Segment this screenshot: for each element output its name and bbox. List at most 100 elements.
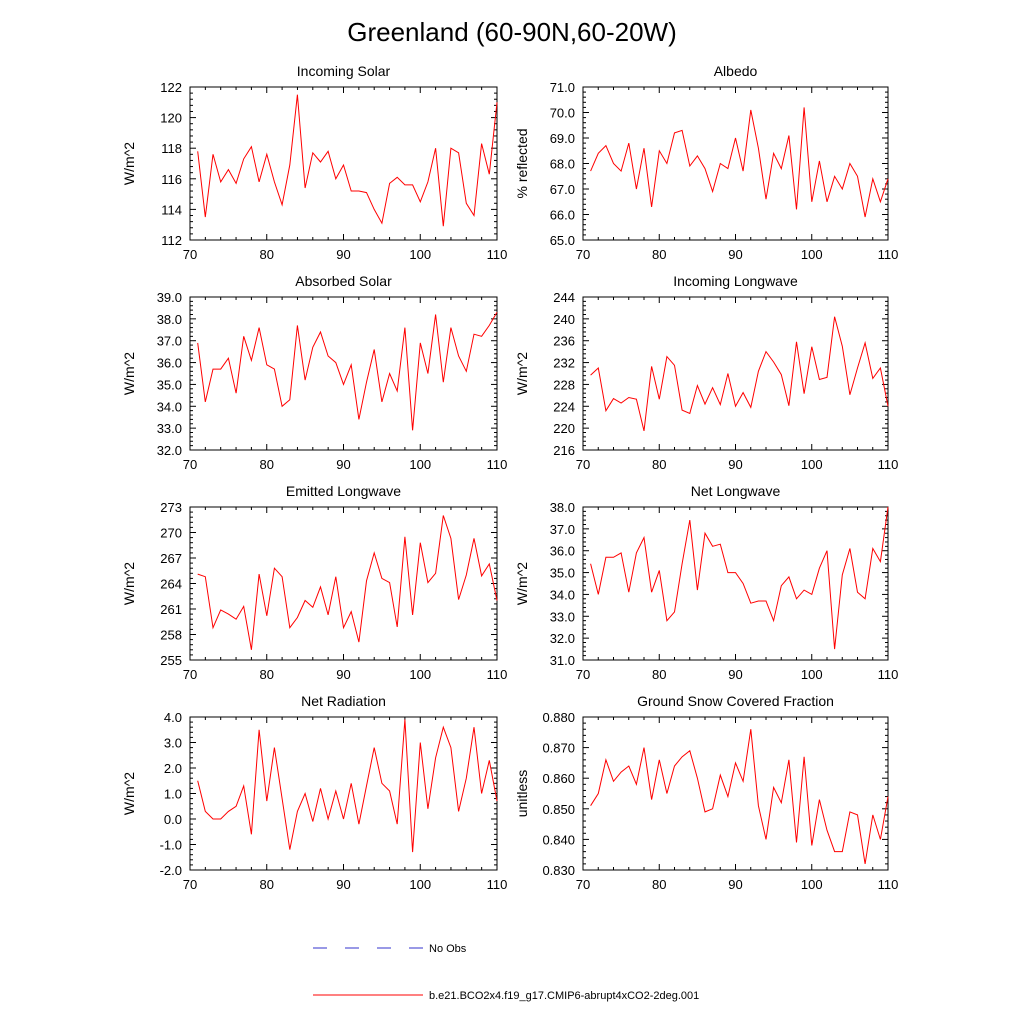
x-tick-label: 80 — [652, 877, 666, 892]
x-tick-label: 90 — [336, 877, 350, 892]
plot-frame — [582, 716, 889, 871]
legend: No Obs b.e21.BCO2x4.f19_g17.CMIP6-abrupt… — [313, 943, 699, 1002]
legend-label-no-obs: No Obs — [429, 943, 467, 955]
panel-4: 70 80 90 100 110 255 258 261 264 267 270 273 Emitted… — [121, 483, 507, 682]
y-tick-label: 240 — [553, 312, 575, 327]
y-axis-label: unitless — [514, 770, 530, 817]
x-tick-label: 70 — [183, 457, 197, 472]
x-tick-label: 90 — [336, 247, 350, 262]
panels: 70 80 90 100 110 112 114 116 118 120 122 Incoming S… — [121, 63, 898, 892]
y-tick-label: 0.880 — [542, 710, 575, 725]
y-axis-label: W/m^2 — [514, 562, 530, 605]
y-tick-label: 70.0 — [550, 106, 575, 121]
x-tick-label: 70 — [576, 247, 590, 262]
y-tick-label: 261 — [160, 602, 182, 617]
panel-0: 70 80 90 100 110 112 114 116 118 120 122 Incoming S… — [121, 63, 507, 262]
x-tick-label: 110 — [878, 667, 899, 682]
y-tick-label: 2.0 — [164, 761, 182, 776]
x-tick-label: 70 — [183, 667, 197, 682]
x-tick-label: 70 — [183, 247, 197, 262]
y-tick-label: 264 — [160, 577, 182, 592]
x-tick-label: 80 — [260, 247, 274, 262]
x-tick-label: 80 — [260, 457, 274, 472]
panel-6: 70 80 90 100 110 -2.0 -1.0 0.0 1.0 2.0 3.0 4.0 Net R… — [121, 693, 507, 892]
x-tick-label: 110 — [487, 667, 508, 682]
y-tick-label: 232 — [553, 356, 575, 371]
plot-frame — [582, 86, 889, 241]
y-tick-label: -2.0 — [160, 863, 182, 878]
plot-frame — [189, 506, 498, 661]
series-line — [197, 719, 498, 853]
series-line — [197, 515, 498, 650]
y-tick-label: 32.0 — [550, 631, 575, 646]
y-tick-label: 37.0 — [550, 522, 575, 537]
panel-title: Net Radiation — [301, 693, 386, 709]
y-tick-label: 69.0 — [550, 131, 575, 146]
y-tick-label: 116 — [161, 172, 182, 187]
y-tick-label: 4.0 — [164, 710, 182, 725]
x-tick-label: 70 — [576, 667, 590, 682]
plot-frame — [582, 506, 889, 661]
panel-5: 70 80 90 100 110 31.0 32.0 33.0 34.0 35.0 36.0 37.0… — [514, 483, 898, 682]
y-tick-label: 114 — [161, 202, 182, 217]
y-tick-label: 273 — [160, 500, 182, 515]
y-tick-label: 34.0 — [550, 587, 575, 602]
series-line — [590, 107, 889, 218]
y-tick-label: 33.0 — [550, 609, 575, 624]
plot-frame — [189, 296, 498, 451]
panel-title: Albedo — [714, 63, 758, 79]
y-tick-label: 118 — [161, 141, 182, 156]
x-tick-label: 90 — [728, 877, 742, 892]
y-tick-label: 35.0 — [550, 566, 575, 581]
y-tick-label: 0.850 — [542, 802, 575, 817]
plot-frame — [582, 296, 889, 451]
plot-frame — [189, 86, 498, 241]
y-tick-label: 38.0 — [157, 312, 182, 327]
series-line — [590, 729, 889, 864]
y-tick-label: 216 — [553, 443, 575, 458]
x-tick-label: 80 — [260, 667, 274, 682]
y-tick-label: 71.0 — [550, 80, 575, 95]
series-line — [197, 94, 498, 227]
panel-1: 70 80 90 100 110 65.0 66.0 67.0 68.0 69.0 70.0 71.0… — [514, 63, 898, 262]
panel-title: Incoming Solar — [297, 63, 391, 79]
y-tick-label: 0.0 — [164, 812, 182, 827]
y-tick-label: 270 — [160, 526, 182, 541]
x-tick-label: 110 — [878, 247, 899, 262]
y-tick-label: 32.0 — [157, 443, 182, 458]
y-axis-label: W/m^2 — [514, 352, 530, 395]
panel-title: Incoming Longwave — [673, 273, 798, 289]
series-line — [590, 316, 889, 432]
series-line — [590, 506, 889, 650]
y-axis-label: W/m^2 — [121, 772, 137, 815]
x-tick-label: 100 — [801, 667, 823, 682]
y-tick-label: 39.0 — [157, 290, 182, 305]
y-tick-label: 36.0 — [157, 356, 182, 371]
x-tick-label: 80 — [652, 247, 666, 262]
y-tick-label: 120 — [160, 111, 182, 126]
y-axis-label: % reflected — [514, 128, 530, 198]
panel-title: Ground Snow Covered Fraction — [637, 693, 834, 709]
y-tick-label: 0.870 — [542, 741, 575, 756]
y-tick-label: 112 — [161, 233, 182, 248]
y-tick-label: 37.0 — [157, 334, 182, 349]
x-tick-label: 110 — [487, 877, 508, 892]
y-axis-label: W/m^2 — [121, 352, 137, 395]
x-tick-label: 90 — [336, 667, 350, 682]
y-tick-label: 224 — [553, 399, 575, 414]
x-tick-label: 110 — [487, 247, 508, 262]
y-tick-label: 220 — [553, 421, 575, 436]
y-tick-label: 122 — [160, 80, 182, 95]
x-tick-label: 80 — [260, 877, 274, 892]
x-tick-label: 90 — [728, 667, 742, 682]
panel-title: Emitted Longwave — [286, 483, 401, 499]
y-tick-label: 66.0 — [550, 208, 575, 223]
x-tick-label: 90 — [728, 457, 742, 472]
x-tick-label: 100 — [801, 457, 823, 472]
y-tick-label: 0.830 — [542, 863, 575, 878]
y-tick-label: 34.0 — [157, 399, 182, 414]
y-tick-label: 1.0 — [164, 787, 182, 802]
panel-title: Absorbed Solar — [295, 273, 392, 289]
y-tick-label: 228 — [553, 377, 575, 392]
